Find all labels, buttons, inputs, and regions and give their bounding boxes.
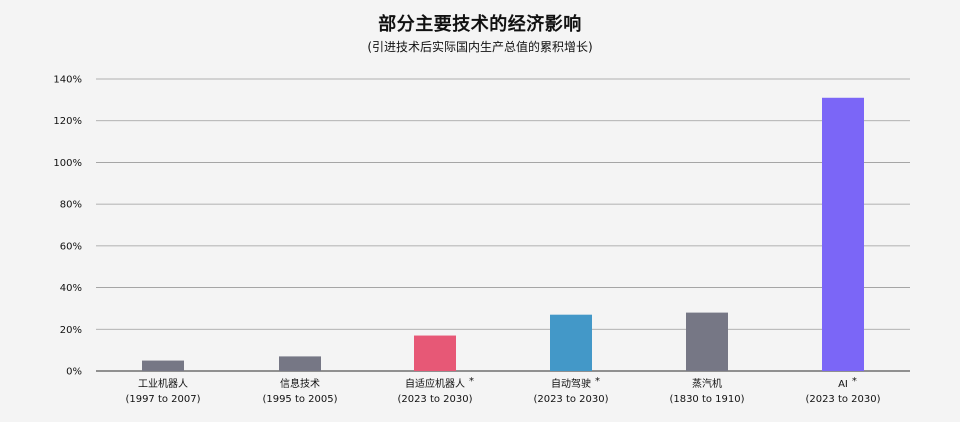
category-years-4: (1830 to 1910) bbox=[669, 394, 744, 405]
category-years-0: (1997 to 2007) bbox=[125, 394, 200, 405]
category-label-0: 工业机器人 bbox=[138, 377, 188, 390]
y-tick-label-4: 80% bbox=[60, 200, 82, 211]
category-star-3: * bbox=[595, 376, 600, 387]
bar-3 bbox=[550, 314, 592, 371]
category-star-5: * bbox=[852, 376, 857, 387]
category-years-2: (2023 to 2030) bbox=[397, 394, 472, 405]
category-years-5: (2023 to 2030) bbox=[805, 394, 880, 405]
y-tick-label-5: 100% bbox=[53, 158, 82, 169]
y-tick-label-0: 0% bbox=[66, 367, 82, 378]
y-tick-label-6: 120% bbox=[53, 116, 82, 127]
category-label-2: 自适应机器人 bbox=[405, 377, 465, 390]
bar-0 bbox=[142, 360, 184, 371]
bar-1 bbox=[279, 356, 321, 371]
category-years-1: (1995 to 2005) bbox=[262, 394, 337, 405]
category-label-3: 自动驾驶 bbox=[551, 377, 591, 390]
bar-4 bbox=[686, 312, 728, 371]
bar-2 bbox=[414, 335, 456, 371]
chart-subtitle: (引进技术后实际国内生产总值的累积增长) bbox=[367, 40, 593, 54]
category-label-1: 信息技术 bbox=[280, 377, 320, 390]
y-tick-label-1: 20% bbox=[60, 325, 82, 336]
category-years-3: (2023 to 2030) bbox=[533, 394, 608, 405]
category-label-5: AI bbox=[838, 379, 848, 390]
y-tick-label-3: 60% bbox=[60, 241, 82, 252]
category-star-2: * bbox=[469, 376, 474, 387]
y-tick-label-7: 140% bbox=[53, 75, 82, 86]
category-label-4: 蒸汽机 bbox=[692, 377, 722, 390]
y-tick-label-2: 40% bbox=[60, 283, 82, 294]
bar-5 bbox=[822, 97, 864, 372]
chart-title: 部分主要技术的经济影响 bbox=[378, 14, 582, 35]
